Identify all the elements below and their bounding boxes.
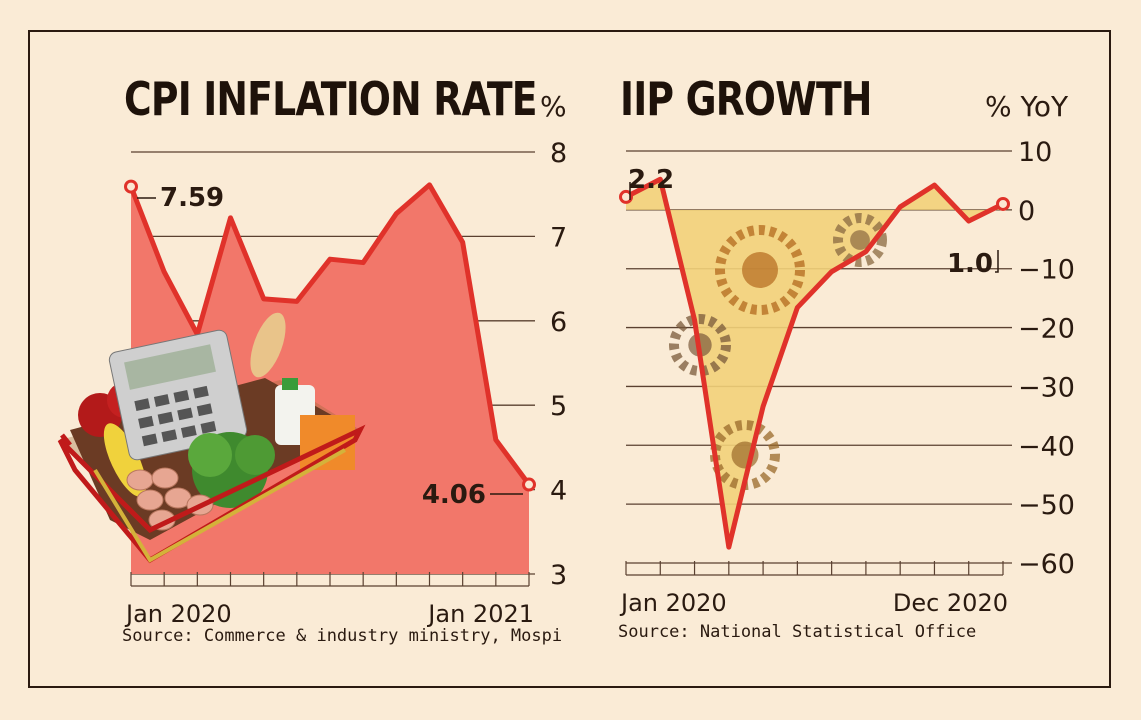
data-label: 1.0 — [947, 249, 993, 279]
y-tick-label: 8 — [550, 138, 567, 169]
annotated-point — [522, 477, 536, 492]
y-tick-label: 6 — [550, 307, 567, 338]
data-label: 7.59 — [160, 183, 224, 213]
y-tick-label: 4 — [550, 476, 567, 507]
y-tick-label: 0 — [1018, 196, 1035, 227]
x-tick-label: Jan 2020 — [124, 600, 232, 628]
y-tick-label: 5 — [550, 391, 567, 422]
gear-hub — [850, 230, 870, 250]
y-tick-label: 7 — [550, 222, 567, 253]
iip-title: IIP GROWTH — [620, 72, 872, 126]
annotated-point — [124, 179, 138, 194]
data-label: 2.2 — [628, 165, 674, 195]
annotated-point — [996, 196, 1010, 211]
iip-source: Source: National Statistical Office — [618, 622, 977, 642]
gear-hub — [742, 252, 778, 288]
y-tick-label: −40 — [1018, 431, 1075, 462]
cpi-unit: % — [540, 90, 567, 123]
cpi-title: CPI INFLATION RATE — [124, 72, 538, 126]
gear-shape — [669, 314, 731, 376]
infographic-frame — [28, 30, 1111, 688]
grocery-basket-illustration — [57, 312, 366, 564]
x-tick-label: Jan 2021 — [426, 600, 534, 628]
y-tick-label: 3 — [550, 560, 567, 591]
series-line — [624, 176, 1005, 550]
annotation-leader — [995, 250, 999, 273]
x-tick-label: Dec 2020 — [893, 589, 1008, 617]
y-tick-label: −10 — [1018, 255, 1075, 286]
y-tick-label: −60 — [1018, 549, 1075, 580]
x-tick-label: Jan 2020 — [619, 589, 727, 617]
y-tick-label: −20 — [1018, 314, 1075, 345]
y-tick-label: 10 — [1018, 137, 1052, 168]
y-tick-label: −50 — [1018, 490, 1075, 521]
gear-shape — [833, 213, 887, 267]
annotated-point — [619, 189, 633, 204]
iip-chart: 10 0 −10 −20 −30 −40 −50 −60 Jan 2020 Dec 2020 2.2… — [619, 137, 1075, 617]
data-label: 4.06 — [422, 480, 486, 510]
gear-shape — [715, 225, 805, 315]
iip-unit: % YoY — [985, 90, 1069, 123]
y-tick-label: −30 — [1018, 372, 1075, 403]
cpi-source: Source: Commerce & industry ministry, Mo… — [122, 626, 563, 646]
